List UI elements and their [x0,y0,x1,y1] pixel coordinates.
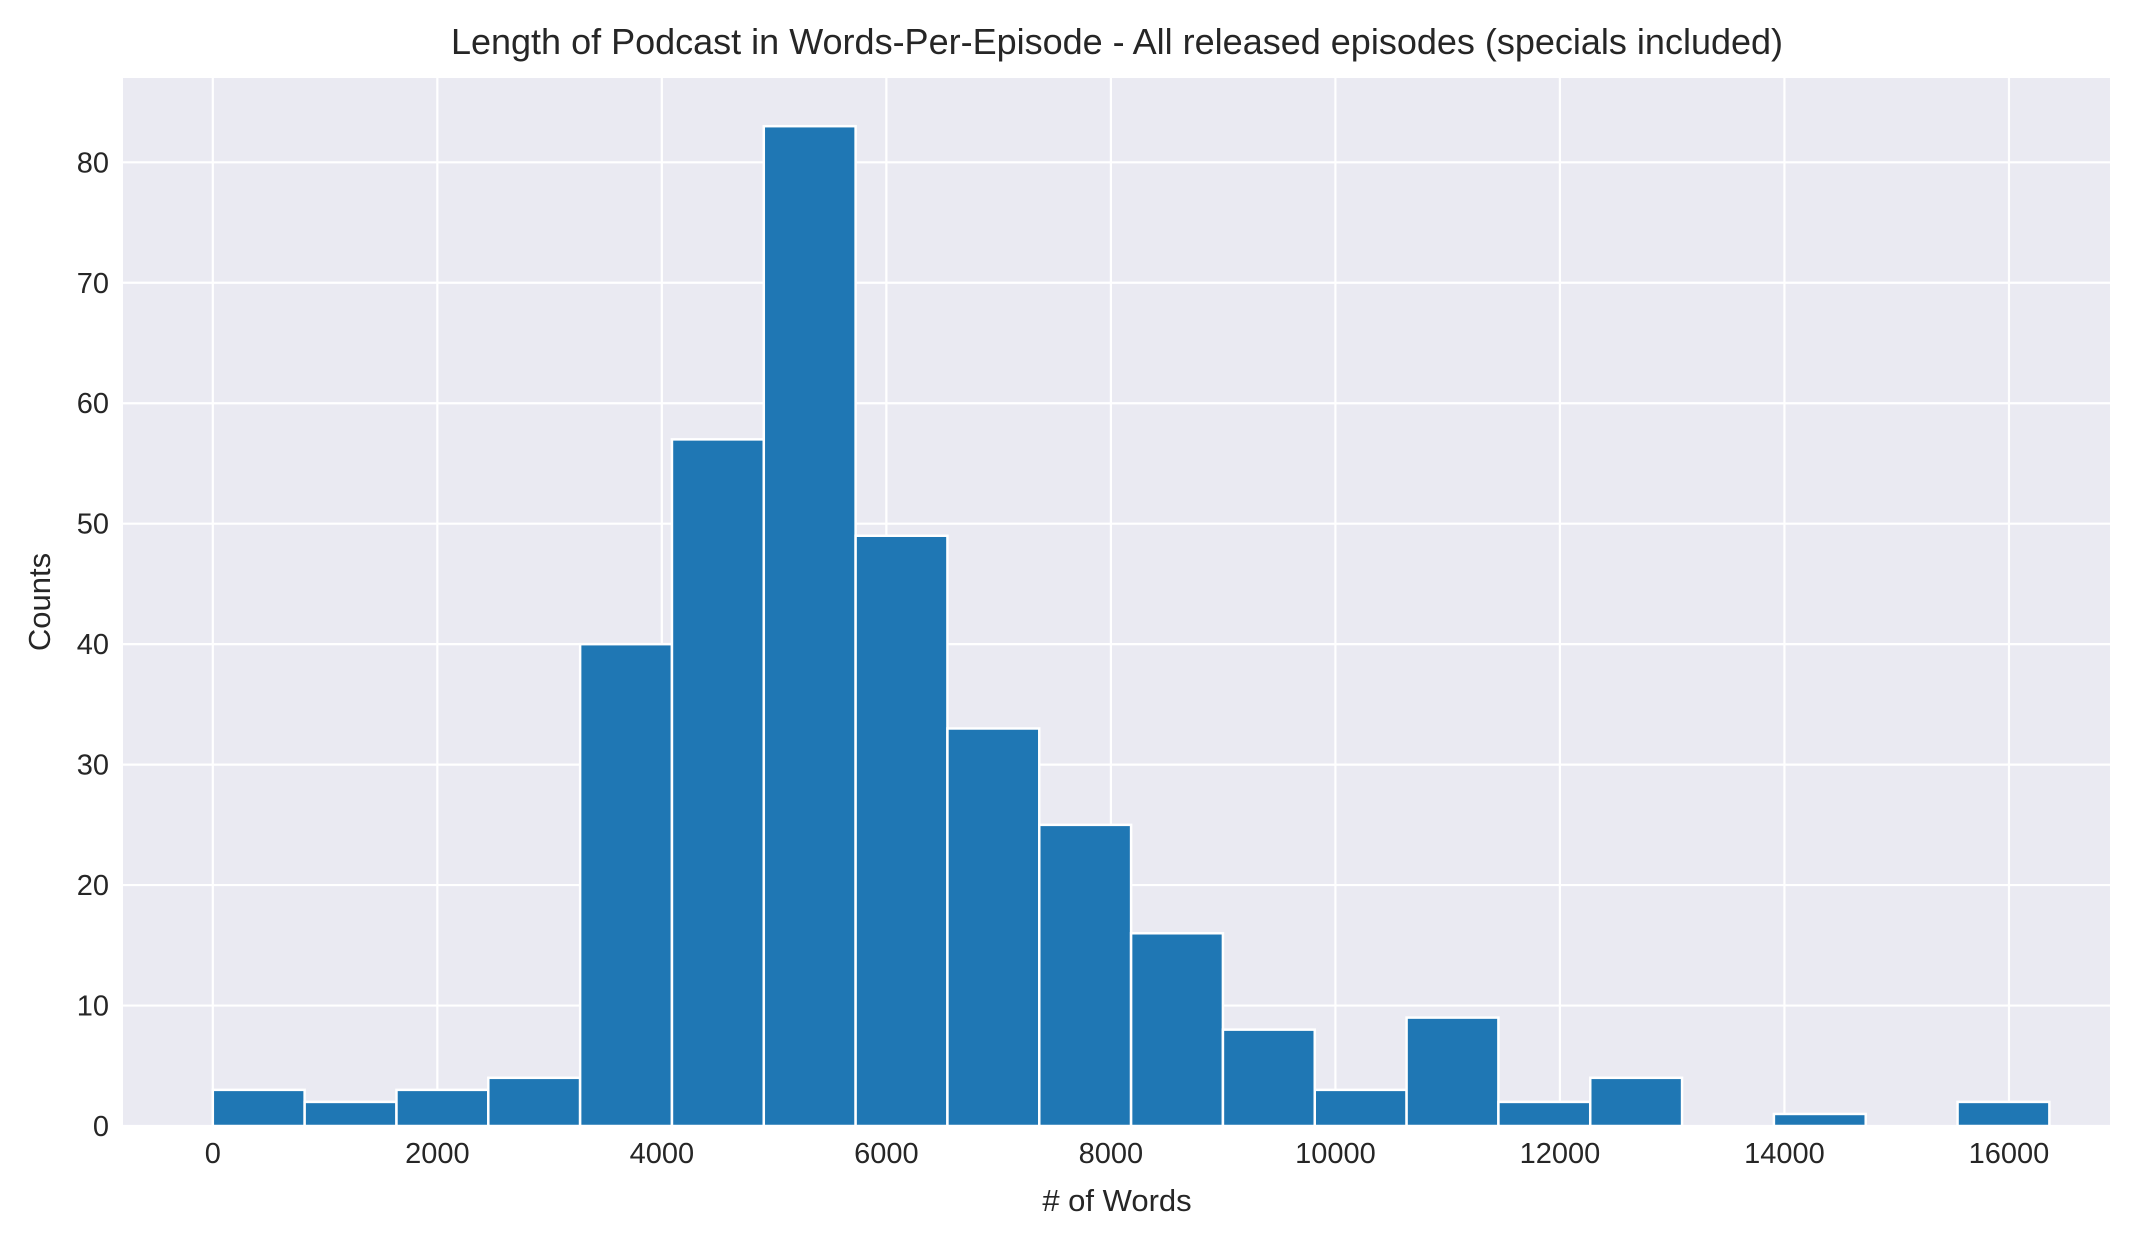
histogram-bar [395,1088,490,1128]
histogram-bar [1956,1100,2051,1128]
x-tick-label: 2000 [405,1138,470,1170]
histogram-bar [578,642,674,1128]
y-tick-label: 80 [77,147,109,179]
histogram-bar [1772,1112,1867,1128]
histogram-bar [1038,823,1133,1128]
x-tick-label: 16000 [1969,1138,2050,1170]
y-tick-label: 60 [77,388,109,420]
histogram-bar [670,438,766,1128]
histogram-bar [946,727,1041,1128]
histogram-bar [1129,932,1225,1128]
histogram-bar [303,1100,398,1128]
histogram-bar [1405,1016,1500,1128]
chart-title: Length of Podcast in Words-Per-Episode -… [451,21,1783,62]
x-tick-label: 10000 [1295,1138,1376,1170]
y-tick-label: 40 [77,629,109,661]
x-tick-labels: 0 2000 4000 6000 8000 10000 12000 14000 16000 [205,1138,2050,1170]
y-axis-label: Counts [22,553,57,651]
histogram-bar [1221,1028,1317,1128]
y-tick-label: 0 [93,1111,109,1143]
x-tick-label: 14000 [1744,1138,1825,1170]
y-tick-labels: 0 10 20 30 40 50 60 70 80 [77,147,109,1143]
x-tick-label: 0 [205,1138,221,1170]
histogram-bar [1588,1076,1684,1128]
x-tick-label: 6000 [854,1138,919,1170]
histogram-bar [487,1076,582,1128]
x-tick-label: 4000 [630,1138,695,1170]
y-tick-label: 50 [77,509,109,541]
histogram-bar [211,1088,306,1128]
y-tick-label: 20 [77,870,109,902]
x-axis-label: # of Words [1042,1183,1191,1218]
histogram-bar [762,124,857,1128]
y-tick-label: 30 [77,750,109,782]
histogram-bar [1313,1088,1408,1128]
x-tick-label: 12000 [1520,1138,1601,1170]
histogram-bar [854,534,949,1128]
y-tick-label: 10 [77,991,109,1023]
x-tick-label: 8000 [1079,1138,1144,1170]
y-tick-label: 70 [77,268,109,300]
histogram-bar [1497,1100,1592,1128]
x-gridlines [211,78,2011,1126]
histogram-bars [211,124,2051,1128]
